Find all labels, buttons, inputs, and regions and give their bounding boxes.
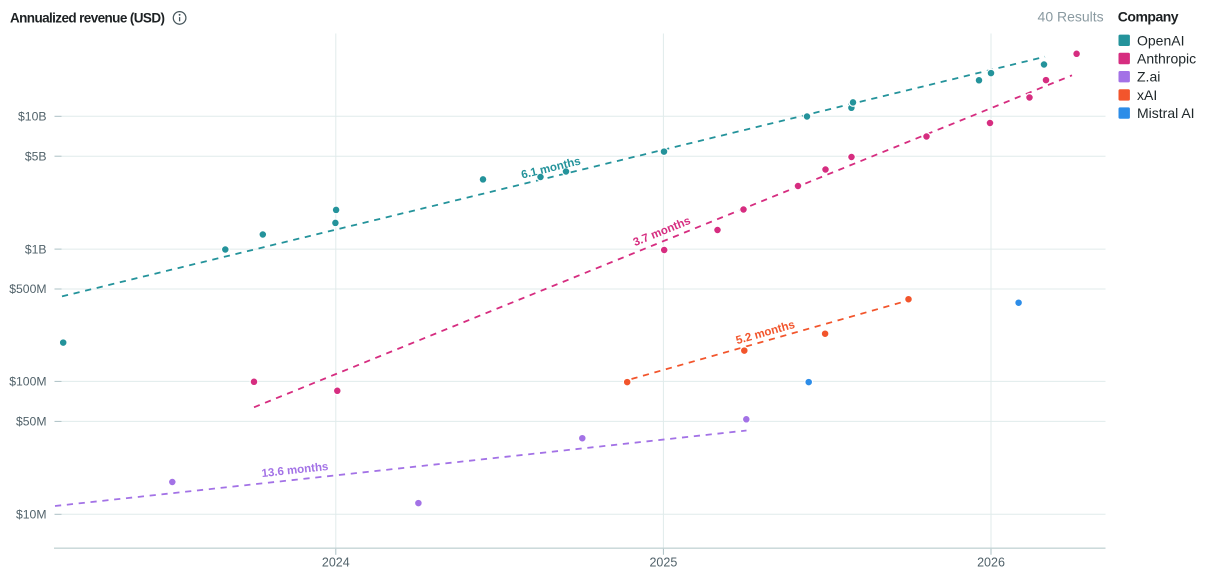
svg-text:Annualized revenue (USD): Annualized revenue (USD): [10, 11, 164, 26]
svg-text:Z.ai: Z.ai: [1137, 69, 1160, 85]
svg-text:2025: 2025: [649, 556, 677, 570]
svg-text:$10B: $10B: [18, 110, 46, 124]
svg-text:Company: Company: [1118, 9, 1179, 25]
svg-text:$10M: $10M: [16, 508, 47, 522]
svg-text:2026: 2026: [977, 556, 1005, 570]
svg-text:$50M: $50M: [16, 415, 47, 429]
svg-text:$500M: $500M: [9, 282, 46, 296]
svg-text:$5B: $5B: [25, 149, 47, 163]
svg-text:$100M: $100M: [9, 375, 46, 389]
svg-text:Mistral AI: Mistral AI: [1137, 105, 1195, 121]
svg-text:xAI: xAI: [1137, 87, 1157, 103]
svg-text:40 Results: 40 Results: [1038, 9, 1104, 25]
svg-text:$1B: $1B: [25, 242, 47, 256]
svg-text:2024: 2024: [322, 556, 350, 570]
svg-text:Anthropic: Anthropic: [1137, 51, 1196, 67]
svg-text:OpenAI: OpenAI: [1137, 32, 1184, 48]
